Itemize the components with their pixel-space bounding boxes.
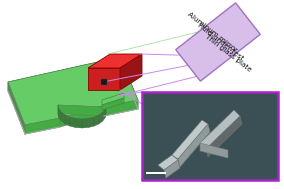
Polygon shape [8,57,120,91]
Polygon shape [120,54,142,90]
Polygon shape [102,98,124,110]
Polygon shape [103,109,105,121]
Polygon shape [120,57,138,109]
Polygon shape [8,57,138,125]
Polygon shape [88,54,142,68]
Polygon shape [25,118,60,134]
Polygon shape [82,119,88,128]
Polygon shape [105,105,106,118]
Polygon shape [70,117,76,128]
Polygon shape [88,117,94,128]
Polygon shape [206,116,242,157]
Polygon shape [8,82,25,134]
Polygon shape [176,3,260,81]
Text: Aluminum mirror: Aluminum mirror [186,11,238,53]
Polygon shape [88,68,120,90]
Text: Thin glass plate: Thin glass plate [204,33,253,73]
Polygon shape [94,115,99,126]
Polygon shape [200,110,240,149]
Polygon shape [76,119,82,128]
Polygon shape [59,109,61,121]
Polygon shape [178,124,210,167]
Polygon shape [164,160,180,178]
Bar [142,92,278,180]
Polygon shape [101,79,107,85]
Bar [146,172,166,174]
Polygon shape [102,93,124,105]
Polygon shape [60,105,106,127]
Polygon shape [158,155,178,170]
Polygon shape [58,105,59,118]
Polygon shape [200,143,228,158]
Polygon shape [99,112,103,124]
Polygon shape [65,115,70,126]
Polygon shape [172,120,208,159]
Polygon shape [104,100,138,116]
Text: Fluid-under-test: Fluid-under-test [196,22,245,62]
Polygon shape [58,105,104,116]
Polygon shape [61,112,65,124]
